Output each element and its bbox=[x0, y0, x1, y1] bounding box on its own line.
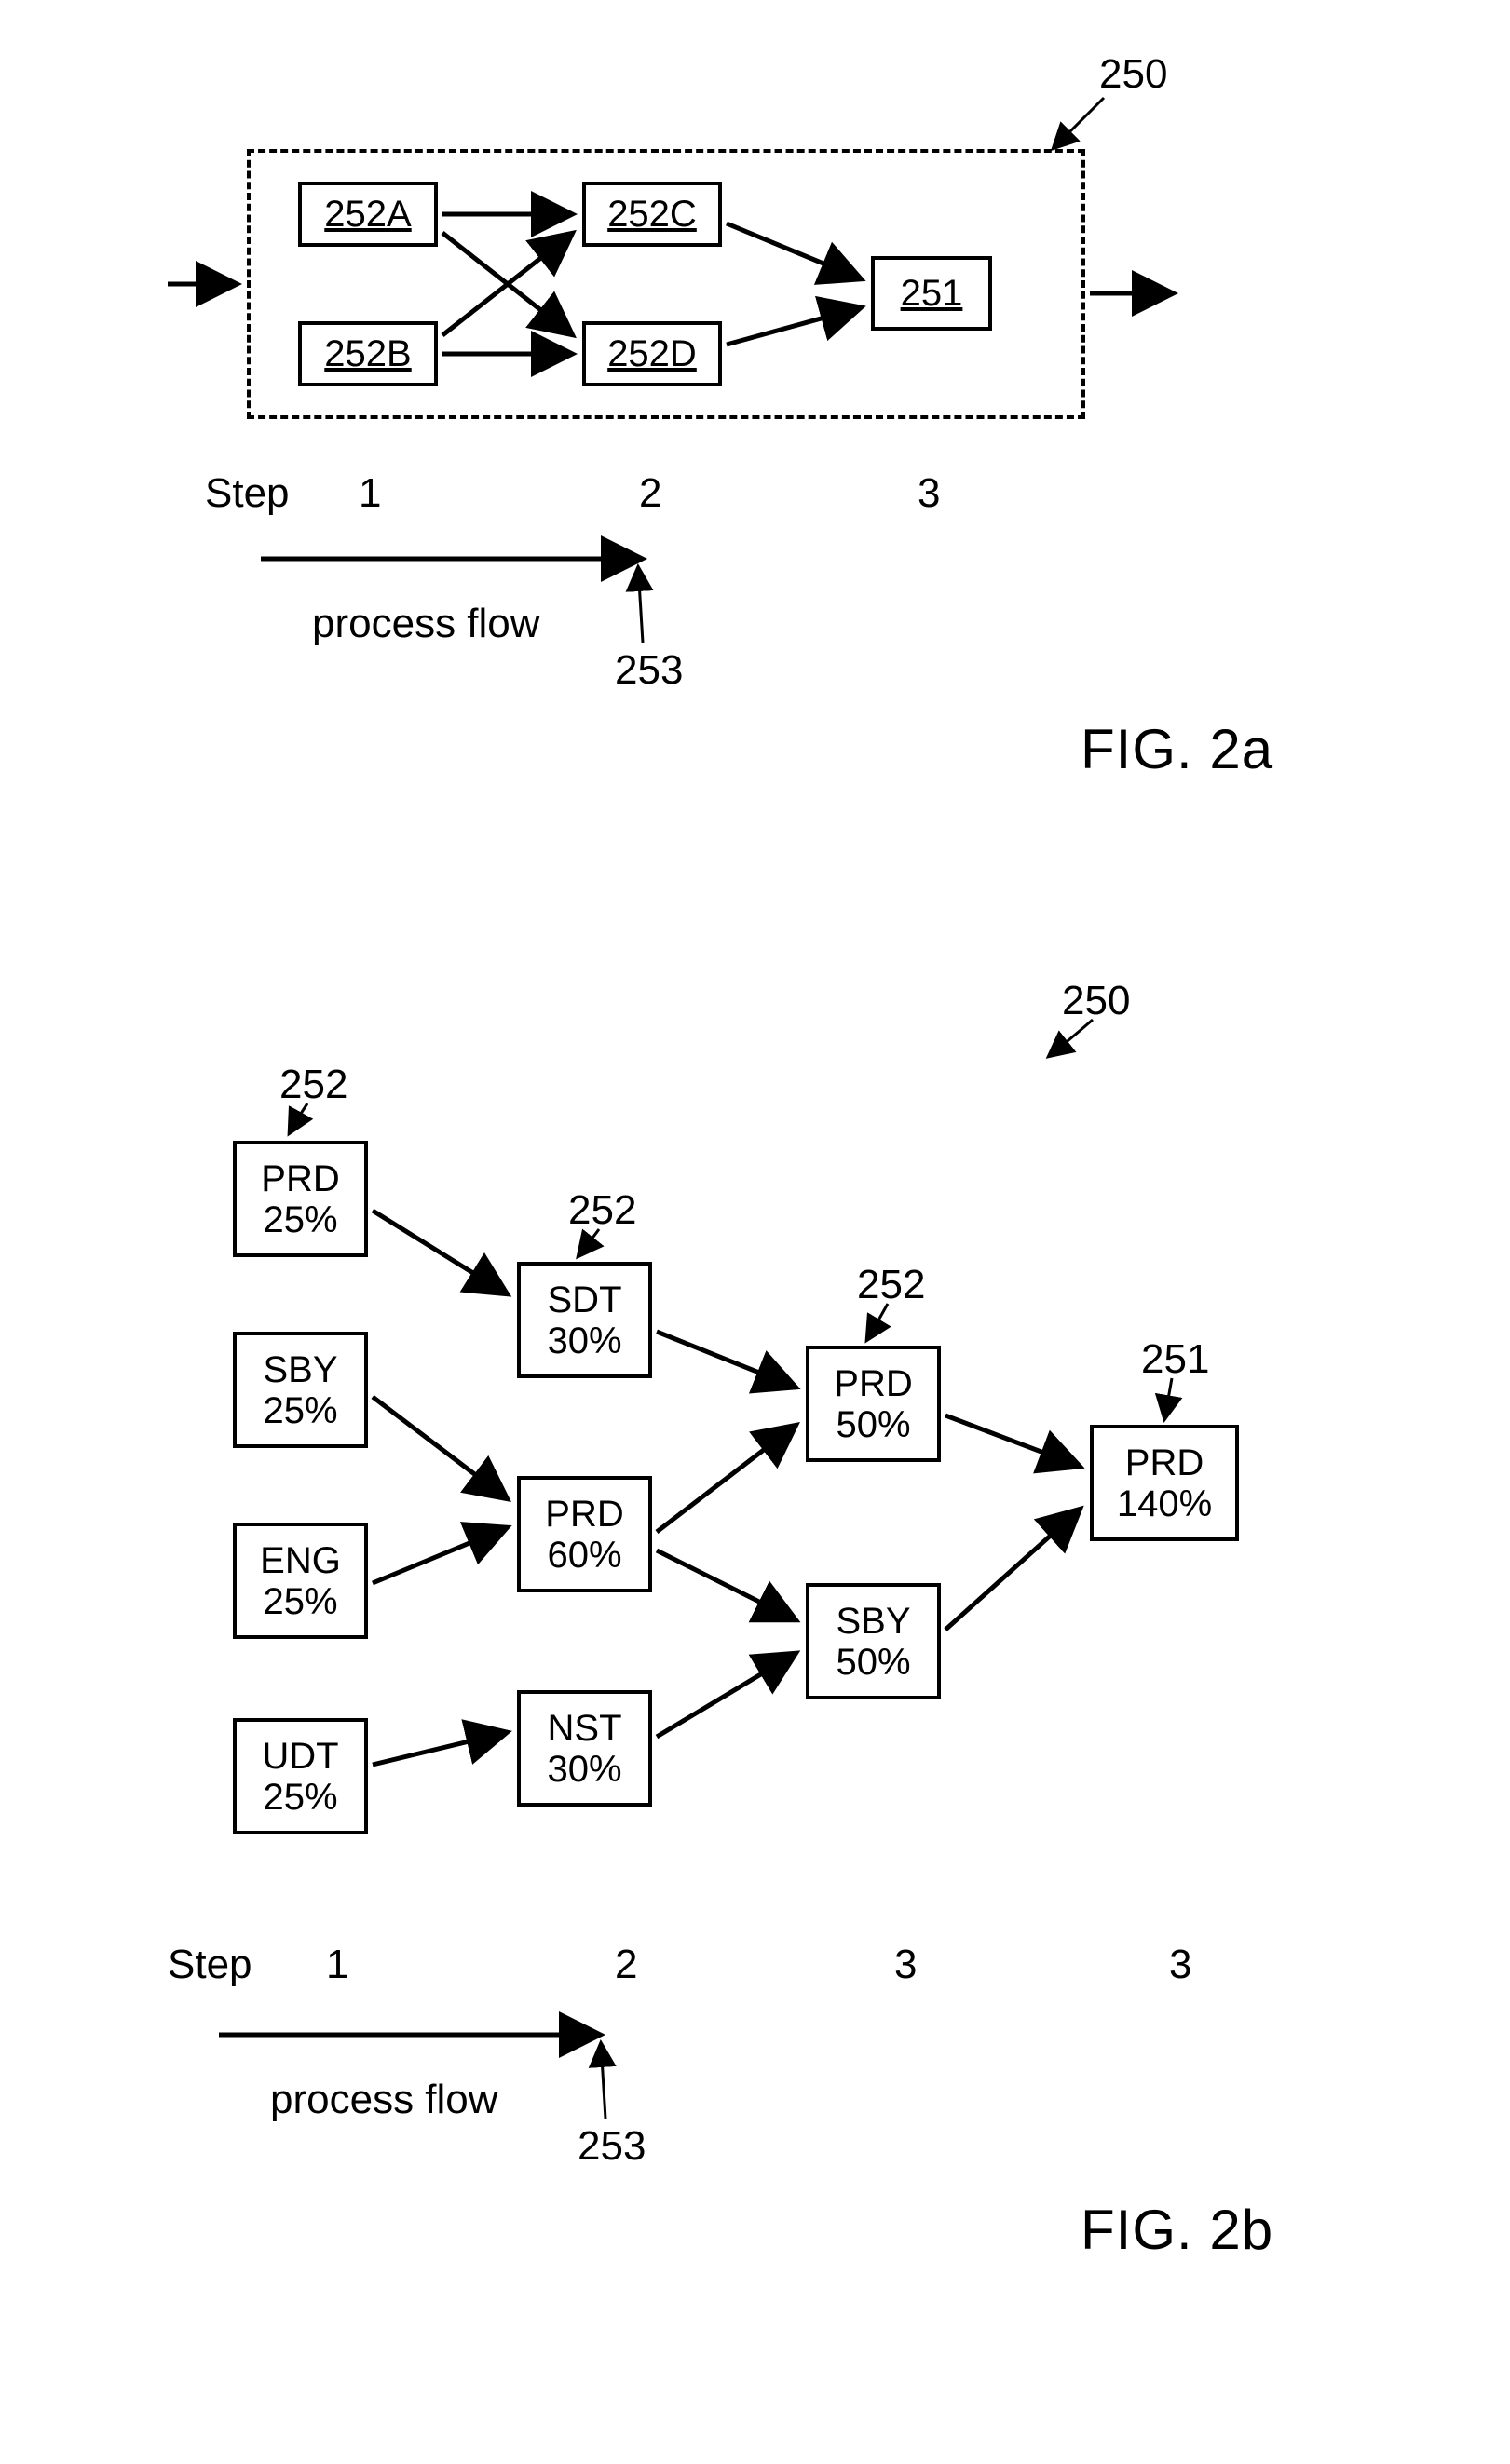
node-prd-25-l2: 25% bbox=[263, 1199, 337, 1240]
node-prd-50-l2: 50% bbox=[836, 1404, 910, 1445]
node-prd-25: PRD 25% bbox=[233, 1141, 368, 1257]
node-udt-25-l2: 25% bbox=[263, 1777, 337, 1818]
node-sdt-30-l1: SDT bbox=[548, 1279, 622, 1320]
fig2b-step-2: 2 bbox=[615, 1942, 637, 1988]
node-nst-30-l2: 30% bbox=[547, 1749, 621, 1790]
figure-2b: 250 252 252 252 251 PRD 25% SBY 25% ENG … bbox=[0, 0, 1510, 2464]
node-prd-140: PRD 140% bbox=[1090, 1425, 1239, 1541]
node-sby-50: SBY 50% bbox=[806, 1583, 941, 1699]
fig2b-step-3: 3 bbox=[894, 1942, 917, 1988]
fig2b-colref-1: 252 bbox=[568, 1187, 636, 1234]
fig2b-arrows bbox=[0, 0, 1510, 2464]
node-sby-50-l1: SBY bbox=[836, 1601, 910, 1642]
fig2b-colref-2: 252 bbox=[857, 1262, 925, 1308]
fig2b-processflow-label: process flow bbox=[270, 2077, 498, 2123]
node-sby-25-l2: 25% bbox=[263, 1390, 337, 1431]
fig2b-colref-3: 251 bbox=[1141, 1336, 1209, 1383]
node-udt-25: UDT 25% bbox=[233, 1718, 368, 1834]
node-prd-50-l1: PRD bbox=[834, 1363, 912, 1404]
node-prd-60: PRD 60% bbox=[517, 1476, 652, 1592]
node-prd-60-l2: 60% bbox=[547, 1535, 621, 1576]
node-udt-25-l1: UDT bbox=[262, 1736, 338, 1777]
node-sby-25: SBY 25% bbox=[233, 1332, 368, 1448]
node-nst-30-l1: NST bbox=[548, 1708, 622, 1749]
node-prd-60-l1: PRD bbox=[545, 1494, 623, 1535]
fig2b-colref-0: 252 bbox=[279, 1062, 347, 1108]
fig2b-caption: FIG. 2b bbox=[1081, 2198, 1273, 2262]
node-sdt-30-l2: 30% bbox=[547, 1320, 621, 1361]
node-prd-140-l2: 140% bbox=[1117, 1483, 1212, 1524]
fig2b-ref-250: 250 bbox=[1062, 978, 1130, 1024]
fig2b-flow-ref: 253 bbox=[578, 2123, 646, 2170]
fig2b-step-1: 1 bbox=[326, 1942, 348, 1988]
fig2b-step-word: Step bbox=[168, 1942, 252, 1988]
fig2b-step-4: 3 bbox=[1169, 1942, 1191, 1988]
node-prd-50: PRD 50% bbox=[806, 1346, 941, 1462]
node-nst-30: NST 30% bbox=[517, 1690, 652, 1807]
node-eng-25: ENG 25% bbox=[233, 1523, 368, 1639]
node-sby-50-l2: 50% bbox=[836, 1642, 910, 1683]
node-eng-25-l2: 25% bbox=[263, 1581, 337, 1622]
node-sdt-30: SDT 30% bbox=[517, 1262, 652, 1378]
node-prd-25-l1: PRD bbox=[261, 1158, 339, 1199]
node-prd-140-l1: PRD bbox=[1125, 1442, 1204, 1483]
node-sby-25-l1: SBY bbox=[263, 1349, 337, 1390]
node-eng-25-l1: ENG bbox=[260, 1540, 341, 1581]
